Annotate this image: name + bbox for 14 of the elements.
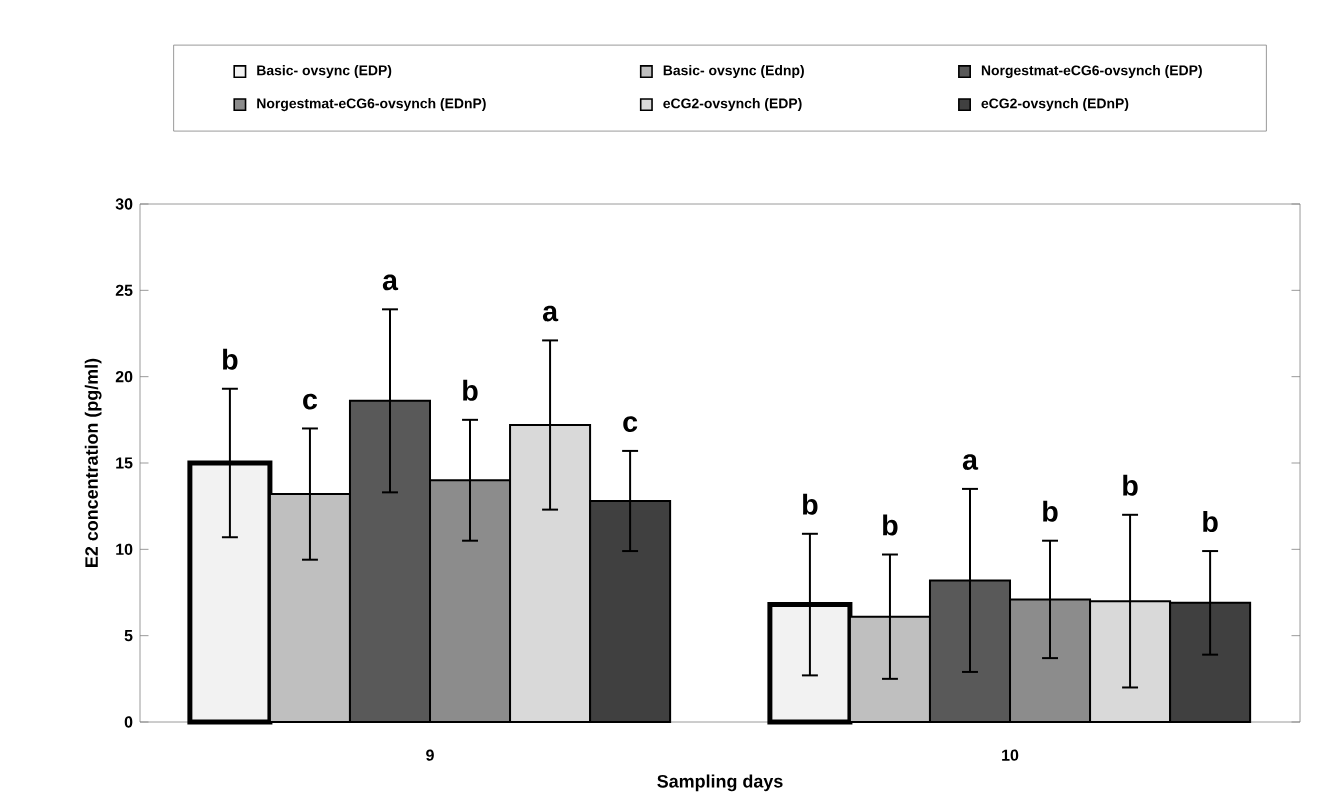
annotation: a: [542, 305, 559, 322]
annotation: c: [623, 416, 638, 432]
annotation: b: [883, 514, 898, 536]
annotation: b: [223, 348, 238, 370]
annotation: b: [803, 493, 818, 515]
annotation: c: [303, 393, 318, 410]
annotation: a: [962, 454, 979, 470]
annotation: a: [382, 274, 399, 291]
annotation: b: [1043, 500, 1058, 522]
annotation: b: [1203, 511, 1218, 533]
annotation: b: [463, 379, 478, 401]
y-axis-title: E2 concentration (pg/ml): [84, 358, 102, 567]
x-axis-title: Sampling days: [657, 774, 783, 792]
annotation: b: [1123, 474, 1138, 496]
